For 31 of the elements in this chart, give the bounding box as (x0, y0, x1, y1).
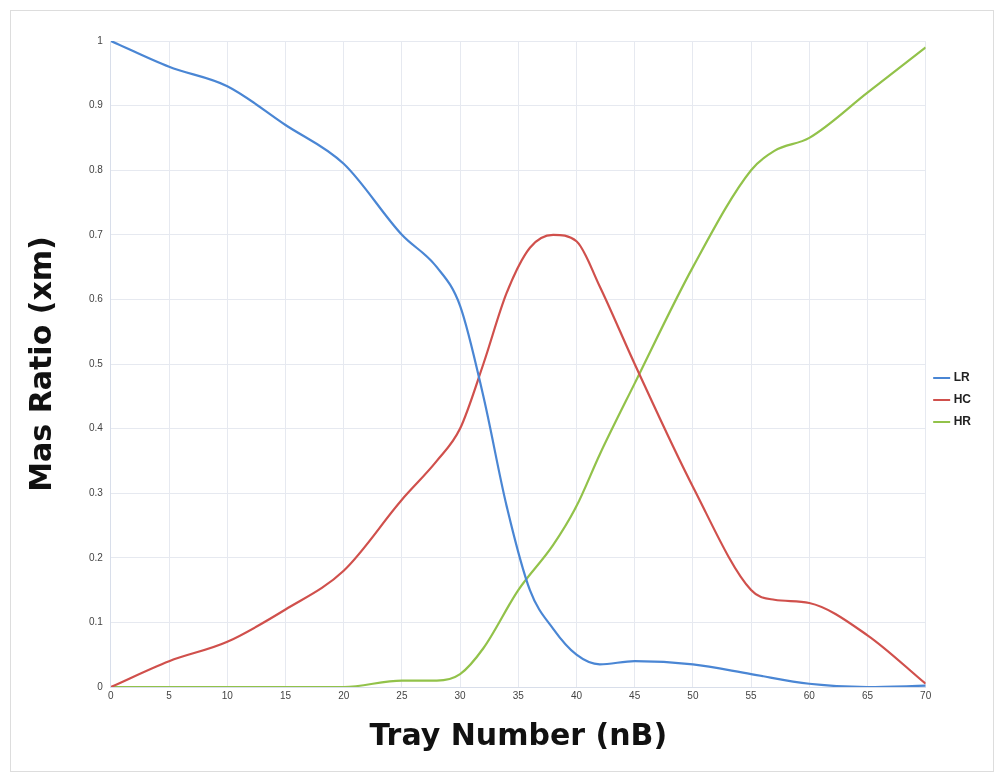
x-tick-label: 50 (687, 689, 699, 701)
legend-label: HC (953, 392, 972, 407)
x-tick-label: 30 (454, 689, 467, 701)
y-tick-label: 0.8 (89, 163, 104, 175)
x-tick-label: 40 (570, 689, 583, 701)
y-tick-label: 0 (97, 680, 104, 692)
y-tick-label: 0.4 (89, 422, 104, 434)
x-tick-label: 25 (396, 689, 408, 701)
y-tick-label: 0.3 (89, 486, 104, 498)
x-tick-label: 65 (861, 689, 874, 701)
x-tick-label: 35 (512, 689, 525, 701)
x-tick-label: 60 (803, 689, 816, 701)
legend-label: LR (953, 370, 970, 385)
y-tick-label: 0.6 (89, 293, 104, 305)
y-tick-label: 0.9 (89, 99, 104, 111)
y-tick-label: 0.1 (89, 616, 104, 628)
y-tick-label: 0.7 (89, 228, 104, 240)
x-tick-label: 70 (920, 689, 932, 701)
legend-label: HR (953, 414, 972, 429)
y-tick-label: 0.5 (89, 357, 104, 369)
x-tick-label: 10 (221, 689, 234, 701)
x-tick-label: 0 (108, 689, 115, 701)
y-axis-title: Mas Ratio (xm) (22, 236, 58, 492)
y-tick-label: 0.2 (89, 551, 104, 563)
x-tick-label: 5 (166, 689, 173, 701)
x-tick-label: 55 (745, 689, 758, 701)
x-tick-label: 45 (629, 689, 641, 701)
x-axis-title: Tray Number (nB) (369, 716, 668, 752)
x-tick-label: 20 (338, 689, 350, 701)
x-tick-label: 15 (279, 689, 292, 701)
y-tick-label: 1 (97, 34, 104, 46)
